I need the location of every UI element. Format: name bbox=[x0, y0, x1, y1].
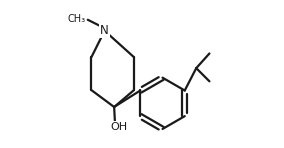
Text: CH₃: CH₃ bbox=[68, 14, 86, 24]
Text: OH: OH bbox=[110, 122, 127, 132]
Text: N: N bbox=[100, 24, 109, 37]
